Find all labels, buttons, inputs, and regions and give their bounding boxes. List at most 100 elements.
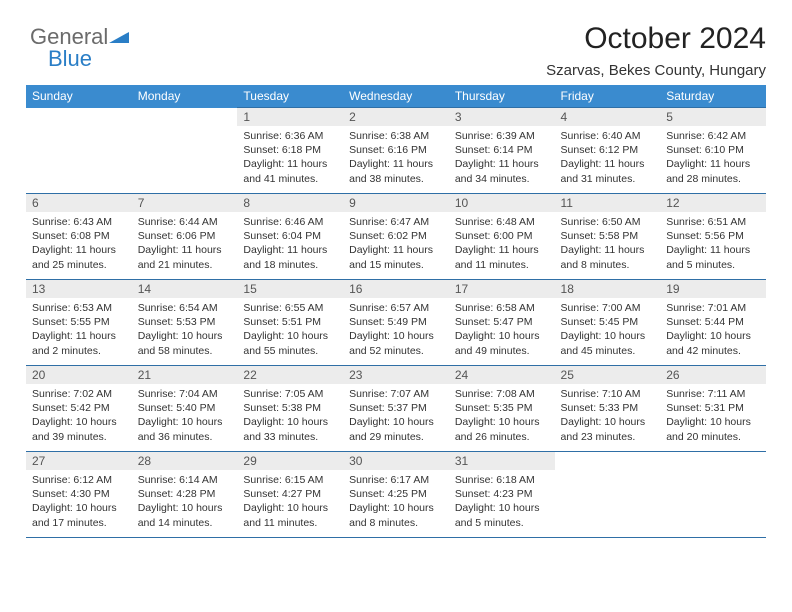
calendar-day-cell: 3Sunrise: 6:39 AMSunset: 6:14 PMDaylight… <box>449 108 555 194</box>
day-body: Sunrise: 6:58 AMSunset: 5:47 PMDaylight:… <box>449 298 555 362</box>
day-number: 2 <box>343 108 449 126</box>
calendar-day-cell: 2Sunrise: 6:38 AMSunset: 6:16 PMDaylight… <box>343 108 449 194</box>
weekday-header: Sunday <box>26 85 132 108</box>
day-body: Sunrise: 7:05 AMSunset: 5:38 PMDaylight:… <box>237 384 343 448</box>
calendar-day-cell <box>132 108 238 194</box>
calendar-week-row: 27Sunrise: 6:12 AMSunset: 4:30 PMDayligh… <box>26 452 766 538</box>
day-number: 11 <box>555 194 661 212</box>
day-number: 12 <box>660 194 766 212</box>
day-body: Sunrise: 6:39 AMSunset: 6:14 PMDaylight:… <box>449 126 555 190</box>
calendar-day-cell: 7Sunrise: 6:44 AMSunset: 6:06 PMDaylight… <box>132 194 238 280</box>
calendar-day-cell: 28Sunrise: 6:14 AMSunset: 4:28 PMDayligh… <box>132 452 238 538</box>
calendar-day-cell: 17Sunrise: 6:58 AMSunset: 5:47 PMDayligh… <box>449 280 555 366</box>
day-number: 22 <box>237 366 343 384</box>
weekday-header: Friday <box>555 85 661 108</box>
day-number: 23 <box>343 366 449 384</box>
day-number: 10 <box>449 194 555 212</box>
day-body: Sunrise: 6:46 AMSunset: 6:04 PMDaylight:… <box>237 212 343 276</box>
calendar-day-cell: 13Sunrise: 6:53 AMSunset: 5:55 PMDayligh… <box>26 280 132 366</box>
calendar-day-cell <box>660 452 766 538</box>
calendar-day-cell: 23Sunrise: 7:07 AMSunset: 5:37 PMDayligh… <box>343 366 449 452</box>
calendar-day-cell: 8Sunrise: 6:46 AMSunset: 6:04 PMDaylight… <box>237 194 343 280</box>
day-body: Sunrise: 6:36 AMSunset: 6:18 PMDaylight:… <box>237 126 343 190</box>
page-title: October 2024 <box>26 22 766 56</box>
calendar-day-cell: 26Sunrise: 7:11 AMSunset: 5:31 PMDayligh… <box>660 366 766 452</box>
day-body: Sunrise: 6:51 AMSunset: 5:56 PMDaylight:… <box>660 212 766 276</box>
day-number: 25 <box>555 366 661 384</box>
day-body: Sunrise: 6:18 AMSunset: 4:23 PMDaylight:… <box>449 470 555 534</box>
calendar-day-cell <box>26 108 132 194</box>
day-body: Sunrise: 6:42 AMSunset: 6:10 PMDaylight:… <box>660 126 766 190</box>
day-body: Sunrise: 7:02 AMSunset: 5:42 PMDaylight:… <box>26 384 132 448</box>
day-number: 16 <box>343 280 449 298</box>
day-number: 7 <box>132 194 238 212</box>
calendar-day-cell: 15Sunrise: 6:55 AMSunset: 5:51 PMDayligh… <box>237 280 343 366</box>
day-body: Sunrise: 6:14 AMSunset: 4:28 PMDaylight:… <box>132 470 238 534</box>
day-body: Sunrise: 7:00 AMSunset: 5:45 PMDaylight:… <box>555 298 661 362</box>
day-body: Sunrise: 7:11 AMSunset: 5:31 PMDaylight:… <box>660 384 766 448</box>
day-body: Sunrise: 6:48 AMSunset: 6:00 PMDaylight:… <box>449 212 555 276</box>
day-body: Sunrise: 6:12 AMSunset: 4:30 PMDaylight:… <box>26 470 132 534</box>
calendar-day-cell: 9Sunrise: 6:47 AMSunset: 6:02 PMDaylight… <box>343 194 449 280</box>
calendar-day-cell: 12Sunrise: 6:51 AMSunset: 5:56 PMDayligh… <box>660 194 766 280</box>
calendar-day-cell: 25Sunrise: 7:10 AMSunset: 5:33 PMDayligh… <box>555 366 661 452</box>
calendar-week-row: 13Sunrise: 6:53 AMSunset: 5:55 PMDayligh… <box>26 280 766 366</box>
calendar-day-cell: 31Sunrise: 6:18 AMSunset: 4:23 PMDayligh… <box>449 452 555 538</box>
day-number: 15 <box>237 280 343 298</box>
brand-logo: General Blue <box>30 24 129 72</box>
day-body: Sunrise: 7:01 AMSunset: 5:44 PMDaylight:… <box>660 298 766 362</box>
calendar-day-cell: 1Sunrise: 6:36 AMSunset: 6:18 PMDaylight… <box>237 108 343 194</box>
calendar-day-cell: 29Sunrise: 6:15 AMSunset: 4:27 PMDayligh… <box>237 452 343 538</box>
day-number: 27 <box>26 452 132 470</box>
calendar-table: SundayMondayTuesdayWednesdayThursdayFrid… <box>26 85 766 538</box>
day-body: Sunrise: 6:15 AMSunset: 4:27 PMDaylight:… <box>237 470 343 534</box>
day-body: Sunrise: 6:50 AMSunset: 5:58 PMDaylight:… <box>555 212 661 276</box>
day-number: 29 <box>237 452 343 470</box>
calendar-day-cell: 14Sunrise: 6:54 AMSunset: 5:53 PMDayligh… <box>132 280 238 366</box>
day-number: 5 <box>660 108 766 126</box>
calendar-day-cell: 24Sunrise: 7:08 AMSunset: 5:35 PMDayligh… <box>449 366 555 452</box>
day-body: Sunrise: 6:38 AMSunset: 6:16 PMDaylight:… <box>343 126 449 190</box>
calendar-day-cell: 6Sunrise: 6:43 AMSunset: 6:08 PMDaylight… <box>26 194 132 280</box>
calendar-day-cell: 22Sunrise: 7:05 AMSunset: 5:38 PMDayligh… <box>237 366 343 452</box>
calendar-day-cell: 10Sunrise: 6:48 AMSunset: 6:00 PMDayligh… <box>449 194 555 280</box>
weekday-header: Wednesday <box>343 85 449 108</box>
day-number: 1 <box>237 108 343 126</box>
weekday-header: Saturday <box>660 85 766 108</box>
location-subtitle: Szarvas, Bekes County, Hungary <box>26 62 766 79</box>
calendar-day-cell: 27Sunrise: 6:12 AMSunset: 4:30 PMDayligh… <box>26 452 132 538</box>
day-number: 8 <box>237 194 343 212</box>
day-body: Sunrise: 6:17 AMSunset: 4:25 PMDaylight:… <box>343 470 449 534</box>
day-body: Sunrise: 6:44 AMSunset: 6:06 PMDaylight:… <box>132 212 238 276</box>
day-number: 17 <box>449 280 555 298</box>
weekday-header-row: SundayMondayTuesdayWednesdayThursdayFrid… <box>26 85 766 108</box>
day-body: Sunrise: 7:07 AMSunset: 5:37 PMDaylight:… <box>343 384 449 448</box>
day-body: Sunrise: 6:43 AMSunset: 6:08 PMDaylight:… <box>26 212 132 276</box>
day-number: 13 <box>26 280 132 298</box>
day-number: 21 <box>132 366 238 384</box>
day-body: Sunrise: 7:10 AMSunset: 5:33 PMDaylight:… <box>555 384 661 448</box>
day-body: Sunrise: 6:53 AMSunset: 5:55 PMDaylight:… <box>26 298 132 362</box>
calendar-day-cell: 19Sunrise: 7:01 AMSunset: 5:44 PMDayligh… <box>660 280 766 366</box>
calendar-week-row: 6Sunrise: 6:43 AMSunset: 6:08 PMDaylight… <box>26 194 766 280</box>
calendar-body: 1Sunrise: 6:36 AMSunset: 6:18 PMDaylight… <box>26 108 766 539</box>
day-number: 26 <box>660 366 766 384</box>
day-body: Sunrise: 6:40 AMSunset: 6:12 PMDaylight:… <box>555 126 661 190</box>
calendar-week-row: 1Sunrise: 6:36 AMSunset: 6:18 PMDaylight… <box>26 108 766 194</box>
day-body: Sunrise: 7:04 AMSunset: 5:40 PMDaylight:… <box>132 384 238 448</box>
day-body: Sunrise: 6:54 AMSunset: 5:53 PMDaylight:… <box>132 298 238 362</box>
calendar-day-cell: 11Sunrise: 6:50 AMSunset: 5:58 PMDayligh… <box>555 194 661 280</box>
day-number: 3 <box>449 108 555 126</box>
brand-triangle-icon <box>109 24 129 50</box>
calendar-day-cell <box>555 452 661 538</box>
day-number: 31 <box>449 452 555 470</box>
day-body: Sunrise: 6:55 AMSunset: 5:51 PMDaylight:… <box>237 298 343 362</box>
calendar-day-cell: 20Sunrise: 7:02 AMSunset: 5:42 PMDayligh… <box>26 366 132 452</box>
day-number: 20 <box>26 366 132 384</box>
calendar-day-cell: 30Sunrise: 6:17 AMSunset: 4:25 PMDayligh… <box>343 452 449 538</box>
weekday-header: Tuesday <box>237 85 343 108</box>
calendar-day-cell: 16Sunrise: 6:57 AMSunset: 5:49 PMDayligh… <box>343 280 449 366</box>
day-body: Sunrise: 7:08 AMSunset: 5:35 PMDaylight:… <box>449 384 555 448</box>
day-number: 30 <box>343 452 449 470</box>
day-number: 28 <box>132 452 238 470</box>
